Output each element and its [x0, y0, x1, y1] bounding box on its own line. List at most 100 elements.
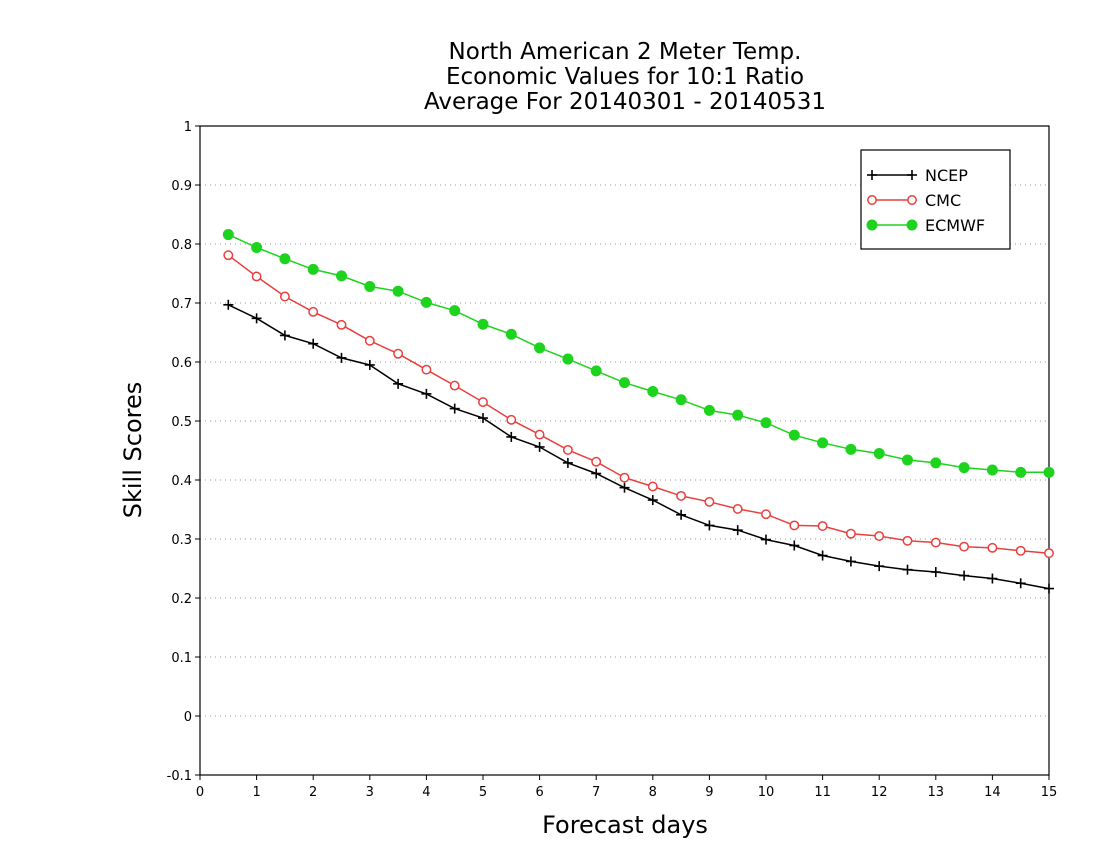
- series-cmc: [223, 250, 1054, 559]
- series-cmc-point: [1015, 545, 1026, 556]
- title-line-2: Economic Values for 10:1 Ratio: [446, 64, 804, 90]
- series-ncep-point: [874, 561, 885, 572]
- y-tick-label: 0.5: [171, 415, 192, 430]
- series-ncep-point: [732, 525, 743, 536]
- x-tick-label: 3: [366, 785, 374, 800]
- series-cmc-line: [227, 254, 1050, 554]
- legend-marker-ecmwf: [866, 219, 878, 231]
- series-ncep-point: [562, 457, 573, 468]
- legend-item-cmc: CMC: [867, 191, 961, 210]
- series-ncep-point: [676, 509, 687, 520]
- legend-marker-cmc: [867, 195, 877, 205]
- series-ecmwf-point: [449, 305, 461, 317]
- axis-ticks: -0.100.10.20.30.40.50.60.70.80.910 1 2 3 4 5 6…: [167, 120, 1058, 800]
- series-cmc-point: [930, 537, 941, 548]
- legend-label-ncep: NCEP: [925, 166, 968, 185]
- series-ecmwf-point: [958, 462, 970, 474]
- series-cmc-point: [647, 481, 658, 492]
- series-ecmwf-point: [420, 296, 432, 308]
- series-cmc-point: [223, 250, 234, 261]
- series-ncep-point: [845, 556, 856, 567]
- series-ecmwf-point: [986, 464, 998, 476]
- series-ecmwf-point: [1043, 466, 1055, 478]
- series-cmc-point: [845, 528, 856, 539]
- y-tick-label: 0.8: [171, 238, 192, 253]
- x-tick-label: 13: [928, 785, 945, 800]
- series-cmc-point: [959, 541, 970, 552]
- y-tick-label: 0.4: [171, 474, 192, 489]
- series-ecmwf-point: [534, 342, 546, 354]
- y-tick-label: 0: [184, 710, 192, 725]
- series-cmc-point: [478, 397, 488, 408]
- series-ncep: [223, 299, 1054, 594]
- series-cmc-point: [336, 319, 347, 330]
- legend-marker-ncep: [867, 170, 877, 180]
- legend: NCEP CMC ECMWF: [860, 149, 1011, 250]
- series-ecmwf-point: [279, 253, 291, 265]
- series-ecmwf-point: [505, 328, 517, 340]
- series-ecmwf-point: [873, 447, 885, 459]
- series-ecmwf-point: [930, 457, 942, 469]
- series-cmc-point: [308, 306, 319, 317]
- series-cmc-point: [761, 509, 771, 520]
- series-ncep-point: [1015, 578, 1026, 589]
- series-cmc-point: [817, 521, 828, 531]
- series-ecmwf-point: [222, 229, 234, 241]
- y-tick-label: 1: [184, 120, 192, 135]
- plot-frame: [199, 125, 1050, 776]
- series-ecmwf-point: [1015, 466, 1027, 478]
- series-ncep-point: [251, 313, 262, 324]
- series-ncep-point: [421, 388, 432, 399]
- series-ecmwf-point: [675, 394, 687, 406]
- legend-marker-cmc: [907, 195, 917, 205]
- series-ncep-point: [619, 482, 630, 493]
- series-cmc-point: [619, 472, 630, 483]
- series-ecmwf-point: [817, 437, 829, 449]
- series-ecmwf: [222, 229, 1055, 478]
- series-ncep-point: [930, 567, 941, 578]
- x-tick-label: 15: [1041, 785, 1058, 800]
- series-ncep-point: [959, 570, 970, 581]
- series-ncep-point: [902, 564, 913, 575]
- series-ncep-point: [223, 299, 234, 310]
- x-tick-label: 6: [535, 785, 543, 800]
- legend-marker-ncep: [907, 170, 917, 180]
- series-ncep-point: [647, 495, 658, 506]
- series-cmc-point: [393, 348, 404, 359]
- series-ncep-point: [336, 352, 347, 363]
- legend-label-cmc: CMC: [925, 191, 961, 210]
- y-tick-label: 0.7: [171, 297, 192, 312]
- x-tick-label: 0: [196, 785, 204, 800]
- data-series: [222, 229, 1055, 594]
- legend-items: NCEP CMC ECMWF: [866, 166, 985, 235]
- series-ecmwf-point: [760, 417, 772, 429]
- series-ncep-point: [761, 534, 771, 545]
- series-cmc-point: [676, 490, 687, 501]
- series-ecmwf-point: [364, 280, 376, 292]
- x-tick-label: 9: [705, 785, 713, 800]
- x-tick-label: 8: [649, 785, 657, 800]
- series-ecmwf-point: [788, 429, 800, 441]
- series-ecmwf-point: [562, 353, 574, 365]
- series-ncep-line: [227, 304, 1050, 590]
- x-tick-label: 14: [984, 785, 1001, 800]
- x-tick-label: 11: [814, 785, 831, 800]
- series-ecmwf-point: [307, 263, 319, 275]
- y-tick-label: -0.1: [167, 769, 192, 784]
- series-ncep-point: [789, 540, 800, 551]
- series-cmc-point: [534, 429, 545, 440]
- legend-item-ecmwf: ECMWF: [866, 216, 985, 235]
- series-ncep-point: [449, 403, 460, 414]
- series-ncep-point: [591, 468, 602, 479]
- series-cmc-point: [251, 271, 262, 282]
- series-ecmwf-point: [732, 409, 744, 421]
- series-cmc-point: [279, 291, 290, 302]
- y-axis-label: Skill Scores: [119, 382, 147, 519]
- series-ncep-point: [308, 338, 319, 349]
- series-cmc-point: [987, 542, 998, 553]
- series-ecmwf-point: [590, 365, 602, 377]
- series-ncep-point: [817, 550, 828, 561]
- series-cmc-point: [704, 496, 715, 507]
- series-ecmwf-point: [477, 318, 489, 330]
